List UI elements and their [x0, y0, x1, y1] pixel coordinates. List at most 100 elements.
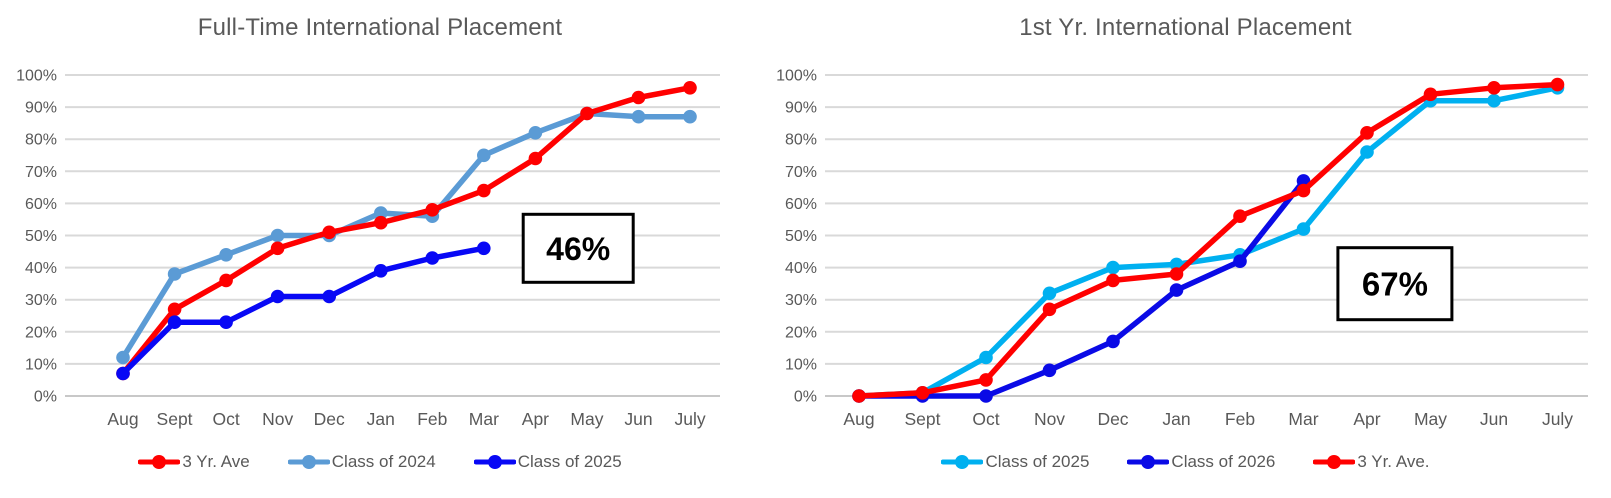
data-point-marker: [167, 302, 182, 317]
data-point-marker: [1360, 145, 1374, 159]
x-tick-label-mar: Mar: [469, 409, 499, 429]
chart-title-first-year: 1st Yr. International Placement: [1019, 14, 1352, 41]
y-tick-label-60%: 60%: [25, 196, 57, 213]
data-point-marker: [1487, 81, 1501, 95]
annotation-label: 46%: [546, 231, 610, 267]
data-point-marker: [270, 289, 285, 304]
y-tick-label-80%: 80%: [785, 132, 817, 149]
y-tick-label-20%: 20%: [785, 324, 817, 341]
data-point-marker: [1423, 87, 1438, 102]
x-tick-label-apr: Apr: [522, 409, 549, 429]
legend-dot: [487, 455, 502, 469]
x-tick-label-mar: Mar: [1288, 409, 1318, 429]
legend-marker-3-yr-ave: [1313, 455, 1356, 469]
data-point-marker: [477, 148, 491, 163]
data-point-marker: [1042, 286, 1057, 301]
x-tick-label-may: May: [570, 409, 603, 429]
x-tick-label-feb: Feb: [417, 409, 447, 429]
annotation-label: 67%: [1362, 266, 1428, 303]
y-axis-tick-labels: 0% 10% 20% 30% 40% 50% 60% 70% 80% 90% 100%: [776, 68, 817, 406]
annotation-67: 67%: [1336, 246, 1454, 322]
data-point-marker: [979, 389, 993, 403]
data-point-marker: [1296, 183, 1311, 198]
data-point-marker: [1550, 77, 1565, 92]
data-point-marker: [580, 106, 594, 121]
legend-label-class-of-2025: Class of 2025: [985, 452, 1090, 471]
data-point-marker: [1233, 209, 1247, 223]
y-tick-label-0%: 0%: [794, 389, 817, 406]
data-point-marker: [683, 109, 697, 124]
legend-dot: [955, 455, 970, 469]
chart-title-full-time: Full-Time International Placement: [197, 14, 563, 41]
annotation-box: [1336, 246, 1454, 322]
legend-marker-class-of-2024: [287, 455, 330, 469]
y-tick-label-40%: 40%: [25, 260, 57, 277]
y-tick-label-80%: 80%: [25, 132, 57, 149]
x-tick-label-nov: Nov: [1034, 409, 1065, 429]
chart-plot-first-year: 0% 10% 20% 30% 40% 50% 60% 70% 80% 90% 100% Aug Sept…: [760, 52, 1611, 447]
series-line-3-yr-ave: [120, 85, 693, 377]
x-tick-label-sept: Sept: [905, 409, 941, 429]
data-point-marker: [1106, 273, 1120, 288]
x-tick-label-oct: Oct: [972, 409, 999, 429]
data-point-marker: [477, 183, 491, 198]
legend-label-class-of-2026: Class of 2026: [1171, 452, 1276, 471]
x-tick-label-oct: Oct: [212, 409, 239, 429]
data-point-marker: [683, 81, 697, 95]
chart-panel-first-year: 1st Yr. International Placement 0% 10% 20%…: [760, 0, 1611, 498]
legend-item-class-of-2025: Class of 2025: [473, 452, 622, 472]
gridlines: [825, 74, 1588, 397]
x-tick-label-jan: Jan: [1162, 409, 1190, 429]
data-point-marker: [1106, 260, 1120, 275]
data-point-marker: [425, 251, 440, 265]
data-point-marker: [528, 126, 543, 140]
x-tick-label-jun: Jun: [1480, 409, 1508, 429]
annotation-46: 46%: [521, 212, 635, 284]
x-tick-label-aug: Aug: [107, 409, 138, 429]
data-point-marker: [1169, 267, 1184, 281]
x-tick-label-july: July: [674, 409, 705, 429]
data-point-marker: [219, 248, 233, 262]
legend-label-3-yr-ave: 3 Yr. Ave.: [1357, 452, 1430, 471]
data-point-marker: [167, 267, 182, 281]
legend-marker-class-of-2025: [941, 455, 984, 469]
series-3-yr-ave: [852, 77, 1565, 403]
legend-dot: [152, 455, 167, 469]
x-axis-tick-labels: Aug Sept Oct Nov Dec Jan Feb Mar Apr May Jun July: [107, 409, 705, 429]
legend-label-3-yr-ave: 3 Yr. Ave: [182, 452, 250, 471]
data-point-marker: [374, 215, 388, 230]
legend-item-3-yr-ave: 3 Yr. Ave: [138, 452, 250, 472]
y-tick-label-60%: 60%: [785, 196, 817, 213]
y-tick-label-70%: 70%: [785, 164, 817, 181]
data-point-marker: [270, 241, 285, 256]
data-point-marker: [322, 225, 337, 240]
data-point-marker: [631, 109, 646, 124]
y-tick-label-40%: 40%: [785, 260, 817, 277]
x-tick-label-nov: Nov: [262, 409, 293, 429]
data-point-marker: [270, 228, 285, 243]
data-point-marker: [219, 273, 233, 288]
x-tick-label-jun: Jun: [624, 409, 652, 429]
data-point-marker: [1042, 363, 1057, 378]
data-point-marker: [116, 366, 130, 381]
annotation-box: [521, 212, 635, 284]
data-point-marker: [631, 90, 646, 105]
y-tick-label-90%: 90%: [785, 100, 817, 117]
data-point-marker: [1360, 126, 1374, 140]
data-point-marker: [219, 315, 233, 330]
legend-marker-class-of-2026: [1127, 455, 1170, 469]
series-line-class-of-2025: [120, 245, 487, 377]
legend-dot: [1327, 455, 1342, 469]
data-point-marker: [979, 373, 993, 387]
y-tick-label-100%: 100%: [776, 68, 817, 85]
legend-item-class-of-2026: Class of 2026: [1127, 452, 1275, 472]
data-point-marker: [425, 203, 440, 217]
data-point-marker: [167, 315, 182, 330]
legend-marker-3-yr-ave: [138, 455, 181, 469]
legend-item-class-of-2024: Class of 2024: [287, 452, 436, 472]
legend-first-year: Class of 2025 Class of 2026 3 Yr. Ave.: [760, 452, 1611, 472]
legend-label-class-of-2024: Class of 2024: [331, 452, 436, 471]
y-tick-label-70%: 70%: [25, 164, 57, 181]
data-point-marker: [1233, 254, 1247, 268]
series-class-of-2026: [852, 174, 1311, 403]
